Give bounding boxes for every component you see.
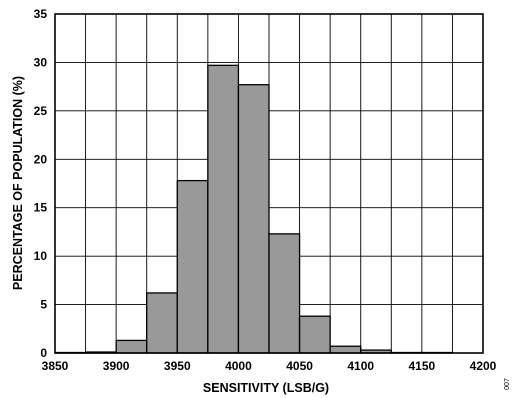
- histogram-bar: [298, 315, 331, 354]
- histogram-bar: [146, 292, 178, 354]
- histogram-bar: [268, 233, 301, 354]
- y-tick-label: 25: [34, 104, 48, 118]
- y-tick-label: 15: [34, 201, 48, 215]
- x-tick-label: 4150: [409, 359, 436, 373]
- y-tick-label: 30: [34, 55, 48, 69]
- x-tick-label: 4000: [225, 359, 252, 373]
- histogram-bar: [115, 339, 148, 354]
- y-tick-label: 10: [34, 249, 48, 263]
- x-tick-labels: 3850 3900 3950 4000 4050 4100 4150 4200: [42, 359, 497, 373]
- histogram-bar: [176, 179, 209, 354]
- histogram-bar: [207, 64, 240, 354]
- histogram-bar: [237, 84, 270, 354]
- plot-frame: [54, 13, 484, 354]
- x-tick-label: 4100: [347, 359, 374, 373]
- figure-number: 007: [504, 378, 511, 390]
- x-axis-title: SENSITIVITY (LSB/G): [203, 381, 329, 395]
- y-tick-labels: 0 5 10 15 20 25 30 35: [34, 7, 48, 360]
- x-tick-label: 4050: [286, 359, 313, 373]
- x-tick-label: 4200: [470, 359, 497, 373]
- y-tick-label: 20: [34, 152, 48, 166]
- x-tick-label: 3850: [42, 359, 69, 373]
- histogram-bar: [329, 345, 362, 354]
- y-axis-title: PERCENTAGE OF POPULATION (%): [11, 76, 25, 290]
- y-tick-label: 35: [34, 7, 48, 21]
- y-tick-label: 5: [40, 298, 47, 312]
- bars: [54, 64, 454, 354]
- x-tick-label: 3900: [103, 359, 130, 373]
- x-tick-label: 3950: [164, 359, 191, 373]
- y-tick-label: 0: [40, 346, 47, 360]
